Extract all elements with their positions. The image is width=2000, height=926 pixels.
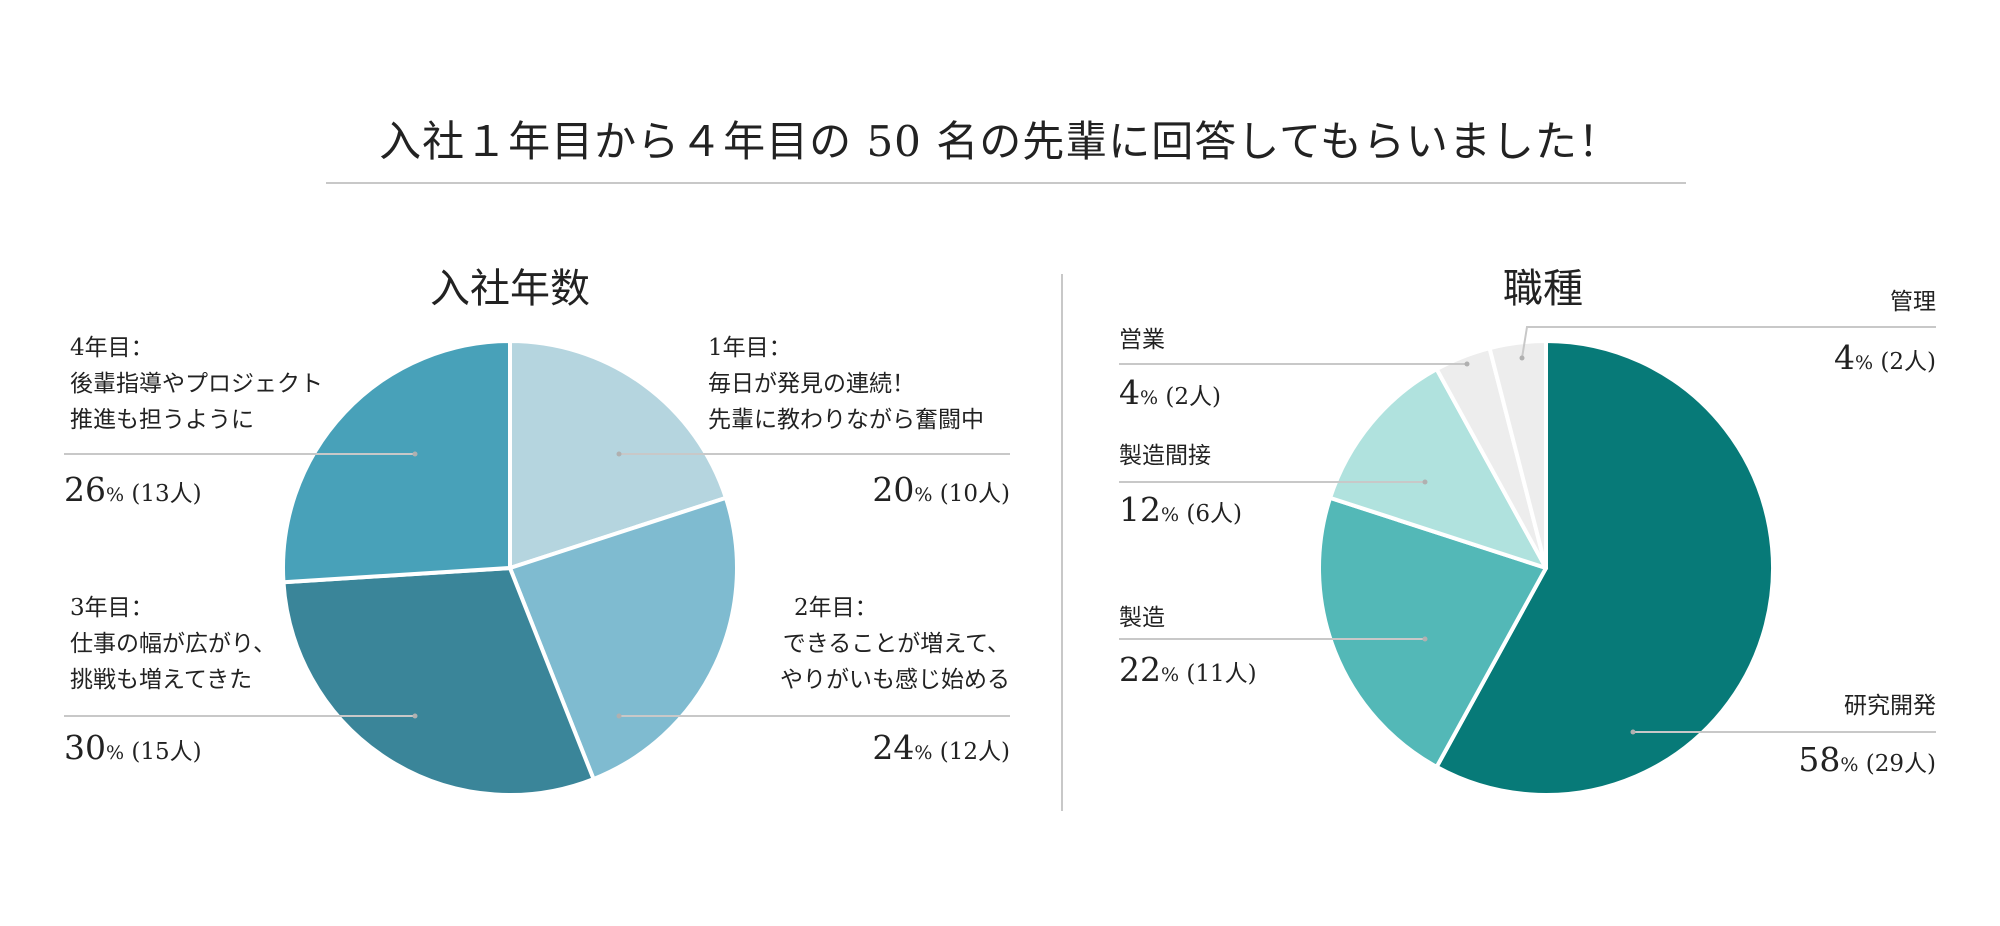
page-title: 入社１年目から４年目の 50 名の先輩に回答してもらいました！ xyxy=(379,117,1621,166)
pct-value: 22 xyxy=(1119,650,1161,689)
label-indirect: 製造間接 xyxy=(1119,443,1211,469)
label-year1: 1年目： 毎日が発見の連続！ 先輩に教わりながら奮闘中 xyxy=(708,330,984,438)
pct-count: (6人) xyxy=(1186,501,1242,527)
leader-dot xyxy=(412,451,418,457)
label-desc: できることが増えて、 xyxy=(782,631,1010,657)
leader-dot xyxy=(412,713,418,719)
leader-dot xyxy=(616,451,622,457)
pct-unit: % xyxy=(1140,387,1159,409)
leader-dot xyxy=(1422,479,1428,485)
pct-unit: % xyxy=(106,742,125,764)
pct-unit: % xyxy=(106,484,125,506)
jobs-pie-slice xyxy=(1487,339,1548,570)
years-pie-slice xyxy=(281,339,512,585)
leader-dot xyxy=(1464,361,1470,367)
pct-unit: % xyxy=(1161,664,1180,686)
pct-count: (12人) xyxy=(939,739,1010,765)
label-desc: 仕事の幅が広がり、 xyxy=(70,631,277,657)
pct-value: 4 xyxy=(1834,338,1856,377)
label-desc: 推進も担うように xyxy=(70,407,254,433)
title-underline xyxy=(326,182,1686,184)
label-sales: 営業 xyxy=(1119,327,1165,353)
label-desc: 後輩指導やプロジェクト xyxy=(70,371,323,397)
label-admin: 管理 xyxy=(1890,289,1936,315)
label-title: 4年目： xyxy=(70,335,154,361)
pct-year2: 24% (12人) xyxy=(872,728,1010,767)
years-pie-slice xyxy=(281,566,596,797)
pct-indirect: 12% (6人) xyxy=(1119,490,1242,529)
pct-value: 20 xyxy=(872,470,915,509)
leader-line xyxy=(1521,326,1936,359)
label-desc: やりがいも感じ始める xyxy=(780,667,1010,693)
label-manufacturing: 製造 xyxy=(1119,605,1165,631)
label-title: 2年目： xyxy=(794,595,878,621)
pct-admin: 4% (2人) xyxy=(1834,338,1936,377)
leader-dot xyxy=(1630,729,1636,735)
pct-value: 24 xyxy=(872,728,915,767)
pct-year1: 20% (10人) xyxy=(872,470,1010,509)
label-year4: 4年目： 後輩指導やプロジェクト 推進も担うように xyxy=(70,330,323,438)
leader-dot xyxy=(1422,636,1428,642)
pct-unit: % xyxy=(914,484,933,506)
label-year2: 2年目： できることが増えて、 やりがいも感じ始める xyxy=(780,590,1010,698)
pct-count: (2人) xyxy=(1880,349,1936,375)
jobs-pie-slice xyxy=(1434,339,1775,797)
pct-year4: 26% (13人) xyxy=(64,470,202,509)
pct-unit: % xyxy=(914,742,933,764)
pct-unit: % xyxy=(1161,504,1180,526)
pct-manufacturing: 22% (11人) xyxy=(1119,650,1257,689)
label-title: 3年目： xyxy=(70,595,154,621)
jobs-pie-slice xyxy=(1317,495,1548,769)
pct-count: (13人) xyxy=(131,481,202,507)
leader-dot xyxy=(1519,355,1525,361)
pct-unit: % xyxy=(1840,754,1859,776)
pct-count: (15人) xyxy=(131,739,202,765)
label-rnd: 研究開発 xyxy=(1844,693,1936,719)
chart-title-years: 入社年数 xyxy=(430,266,590,312)
label-desc: 先輩に教わりながら奮闘中 xyxy=(708,407,984,433)
pct-value: 4 xyxy=(1119,373,1140,412)
leader-dot xyxy=(616,713,622,719)
pct-rnd: 58% (29人) xyxy=(1798,740,1936,779)
label-desc: 挑戦も増えてきた xyxy=(70,667,253,693)
pct-year3: 30% (15人) xyxy=(64,728,202,767)
pct-unit: % xyxy=(1855,352,1874,374)
pct-value: 58 xyxy=(1798,740,1841,779)
pct-count: (11人) xyxy=(1186,661,1257,687)
label-title: 1年目： xyxy=(708,335,792,361)
label-desc: 毎日が発見の連続！ xyxy=(708,371,915,397)
pct-count: (2人) xyxy=(1165,384,1221,410)
chart-divider xyxy=(1061,274,1063,811)
pct-value: 12 xyxy=(1119,490,1161,529)
chart-title-jobs: 職種 xyxy=(1503,266,1583,312)
jobs-pie-slice xyxy=(1328,367,1548,570)
pct-count: (10人) xyxy=(939,481,1010,507)
label-year3: 3年目： 仕事の幅が広がり、 挑戦も増えてきた xyxy=(70,590,276,698)
pct-count: (29人) xyxy=(1865,751,1936,777)
pct-sales: 4% (2人) xyxy=(1119,373,1221,412)
pct-value: 30 xyxy=(64,728,106,767)
pct-value: 26 xyxy=(64,470,106,509)
